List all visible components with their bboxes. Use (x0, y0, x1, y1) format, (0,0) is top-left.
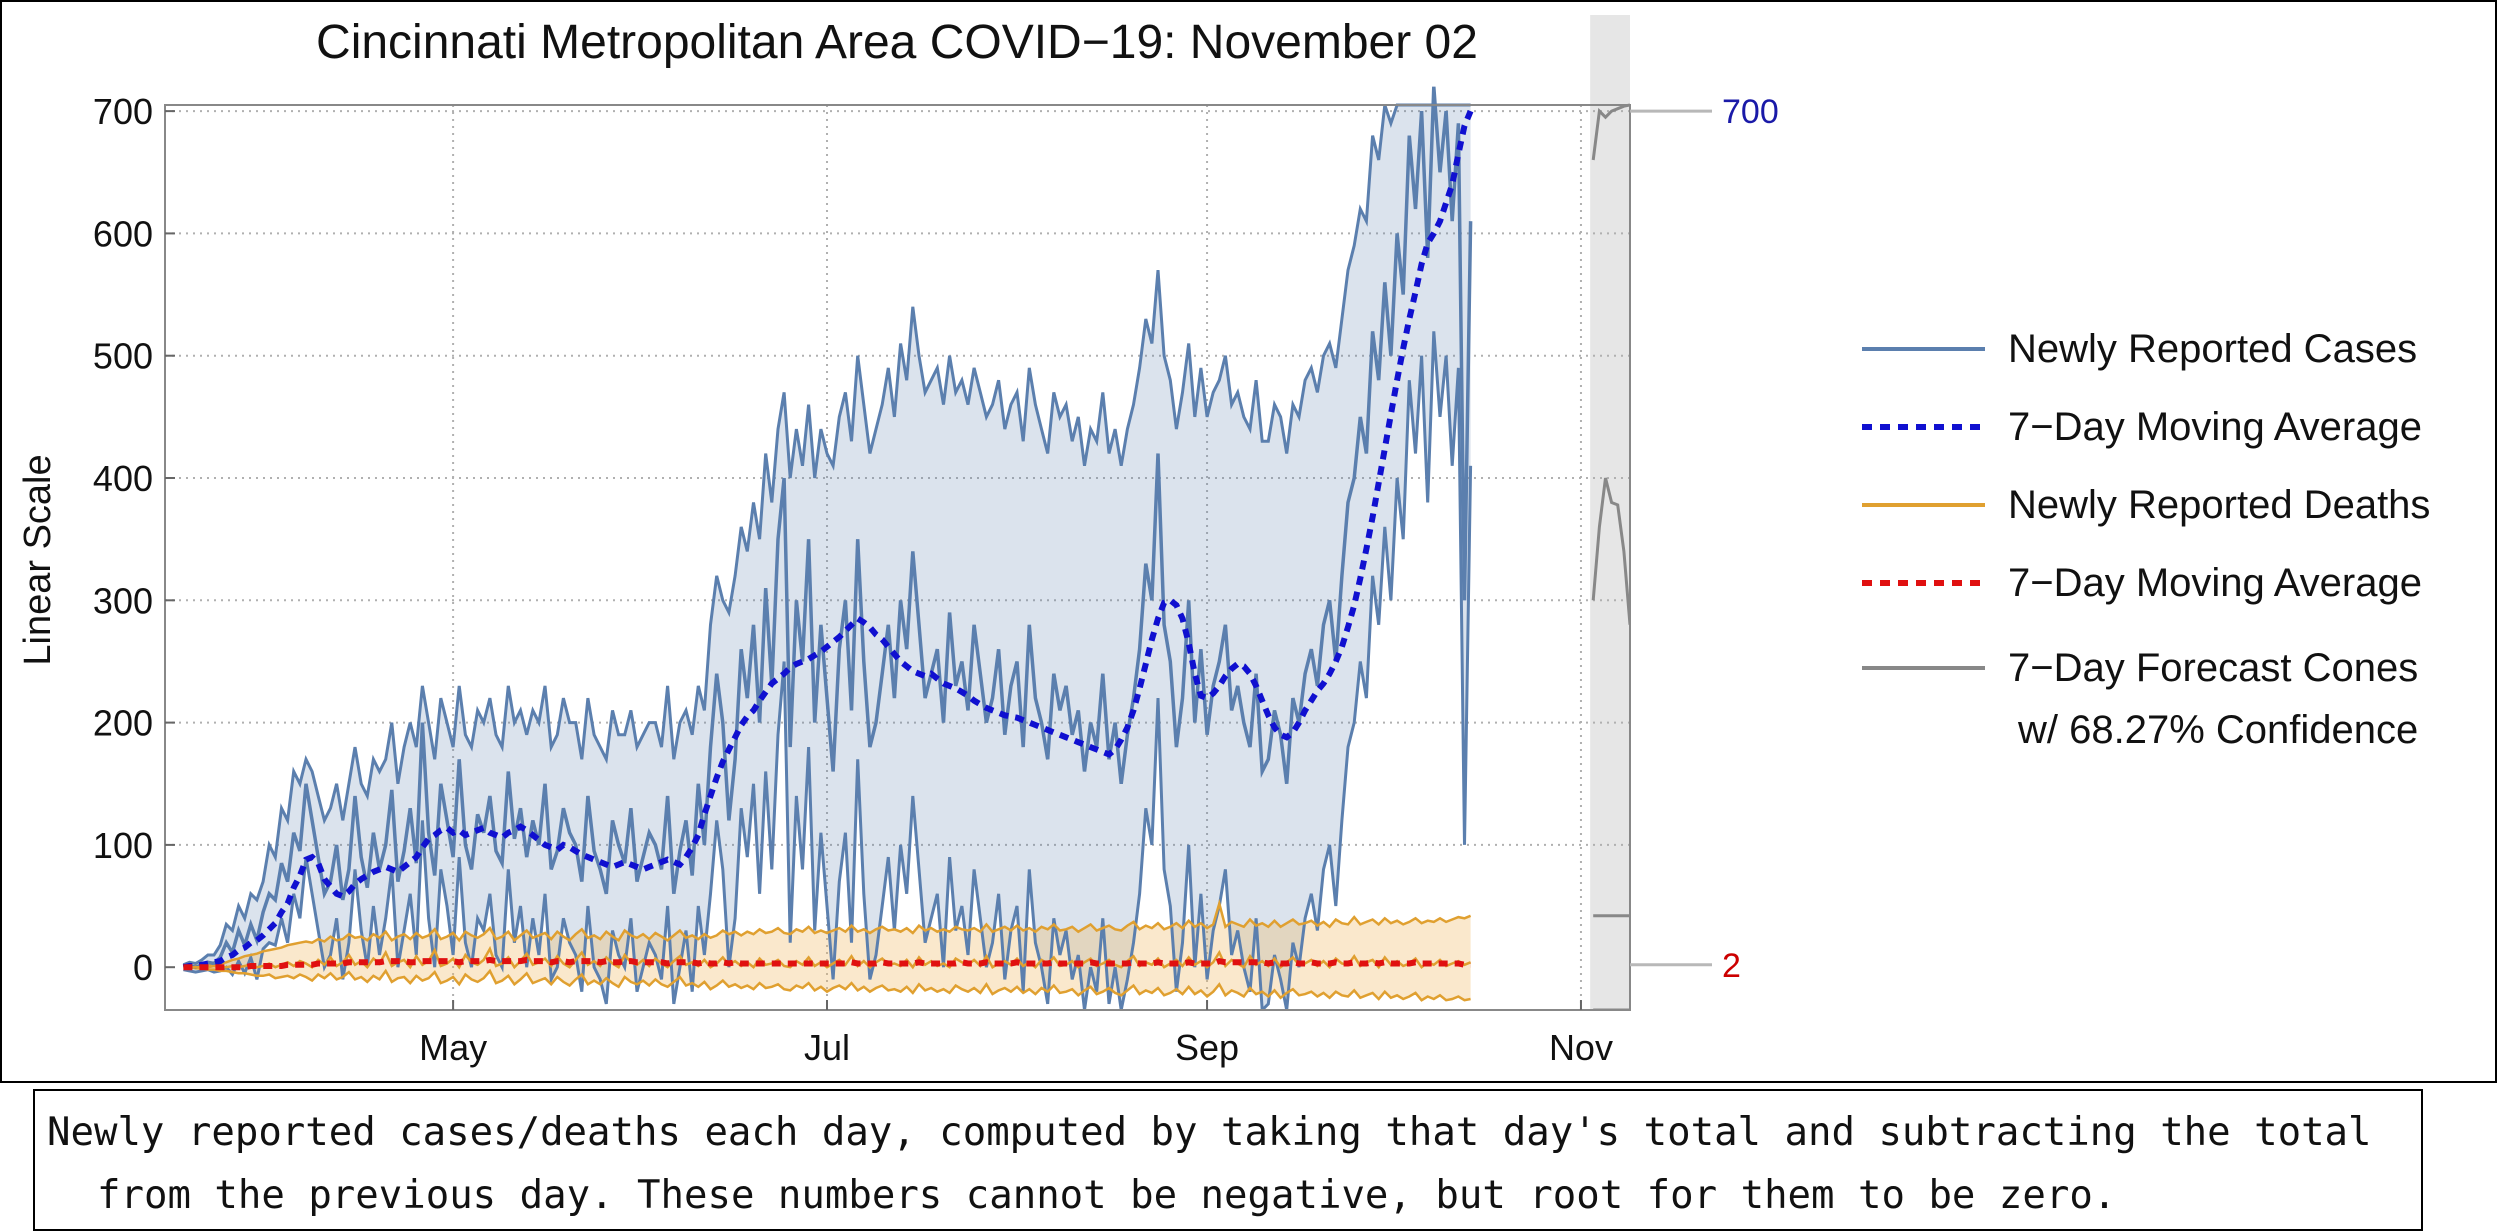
caption-line-1: Newly reported cases/deaths each day, co… (47, 1110, 2372, 1155)
forecast-cone-cases-top (1591, 103, 1630, 161)
annotation-label: 700 (1722, 93, 1779, 131)
plot-content (182, 86, 1630, 1010)
y-tick-label: 700 (93, 91, 153, 132)
y-tick-label: 100 (93, 825, 153, 866)
cases-moving-average-line (182, 109, 1474, 971)
plot-frame (164, 104, 1631, 1011)
y-tick-label: 200 (93, 703, 153, 744)
y-tick-label: 500 (93, 336, 153, 377)
legend-label: 7−Day Forecast Cones (2008, 646, 2418, 690)
legend-label: 7−Day Moving Average (2008, 561, 2422, 605)
annotation-label: 2 (1722, 947, 1741, 985)
deaths-moving-average-line (183, 956, 1471, 971)
y-tick-label: 600 (93, 213, 153, 254)
legend-note: w/ 68.27% Confidence (2017, 708, 2418, 752)
deaths-band-lower-line (183, 965, 1471, 1002)
y-tick-label: 0 (133, 947, 153, 988)
x-tick-label: Nov (1549, 1027, 1613, 1068)
legend-label: 7−Day Moving Average (2008, 405, 2422, 449)
legend-label: Newly Reported Cases (2008, 327, 2417, 371)
x-tick-label: Sep (1175, 1027, 1239, 1068)
deaths-band-upper-line (183, 898, 1472, 969)
chart-frame (0, 0, 2497, 1083)
y-axis-label: Linear Scale (17, 454, 59, 665)
covid-chart: 0 100 200 300 400 500 600 700 May Jul Sep Nov Cincin… (17, 15, 2430, 1068)
caption-line-2: from the previous day. These numbers can… (97, 1173, 2117, 1218)
cases-confidence-band (183, 105, 1471, 1010)
y-tick-label: 400 (93, 458, 153, 499)
legend-label: Newly Reported Deaths (2008, 483, 2430, 527)
chart-title: Cincinnati Metropolitan Area COVID−19: N… (316, 16, 1478, 69)
y-tick-label: 300 (93, 580, 153, 621)
x-tick-label: May (419, 1027, 487, 1068)
cases-band-lower-line (183, 331, 1473, 1010)
caption-box: Newly reported cases/deaths each day, co… (33, 1089, 2423, 1231)
forecast-cone-cases-mid (1591, 477, 1630, 625)
cases-series-line (183, 86, 1473, 970)
x-tick-label: Jul (804, 1027, 850, 1068)
forecast-region (1590, 15, 1630, 1010)
cases-band-upper-line (182, 103, 1471, 967)
